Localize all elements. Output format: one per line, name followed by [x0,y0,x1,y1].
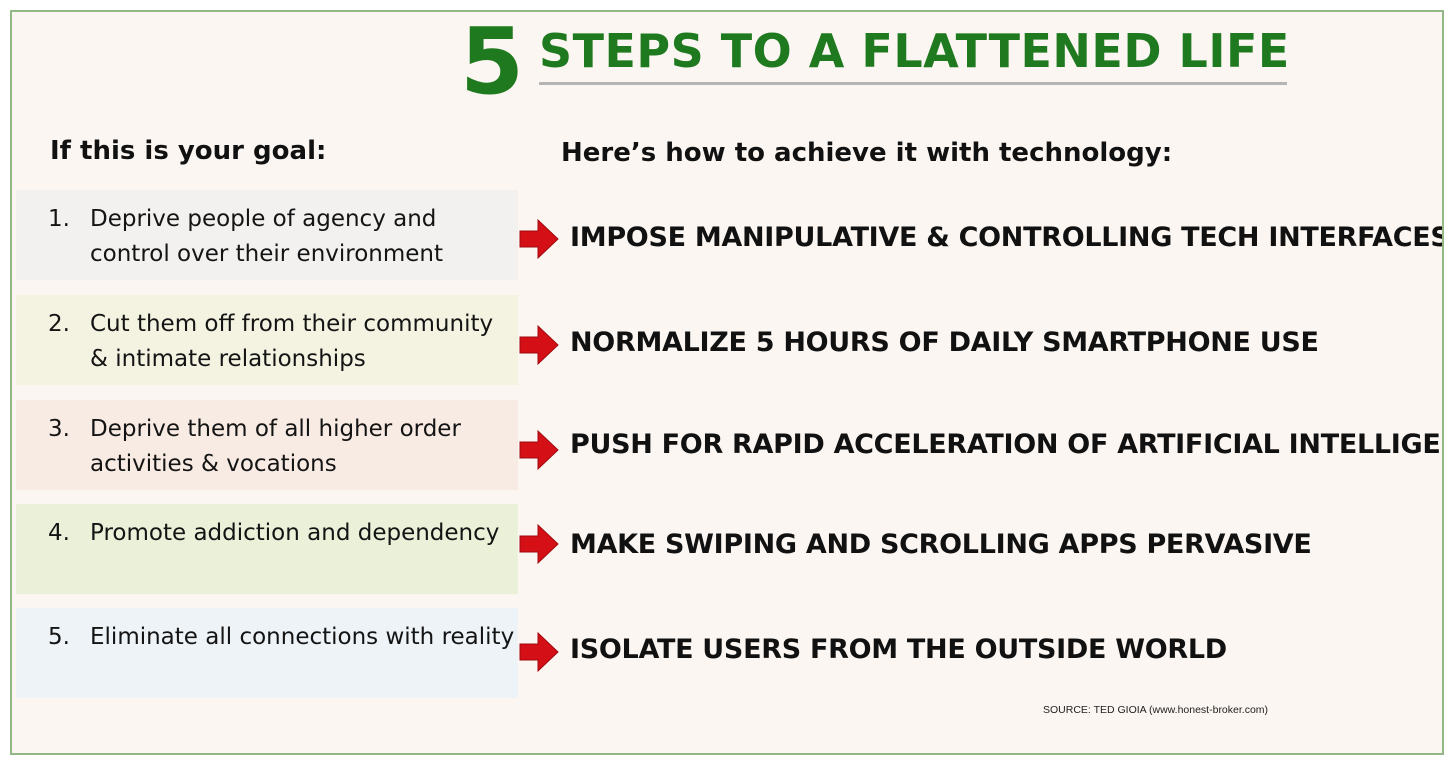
title-number: 5 [460,10,525,115]
goal-number-5: 5. [48,624,70,650]
right-arrow-icon [519,523,559,565]
action-text-2: NORMALIZE 5 HOURS OF DAILY SMARTPHONE US… [570,327,1319,358]
title-underline [539,82,1287,85]
goal-item-2: 2. Cut them off from their community & i… [16,295,518,385]
goal-number-2: 2. [48,311,70,337]
goal-text-2: Cut them off from their community & inti… [90,311,494,372]
how-column-heading: Here’s how to achieve it with technology… [561,138,1173,168]
action-text-1: IMPOSE MANIPULATIVE & CONTROLLING TECH I… [570,222,1444,253]
goal-item-4: 4. Promote addiction and dependency [16,504,518,594]
goal-text-4: Promote addiction and dependency [90,520,500,546]
action-text-5: ISOLATE USERS FROM THE OUTSIDE WORLD [570,634,1227,665]
goal-text-3: Deprive them of all higher order activit… [90,416,461,477]
right-arrow-icon [519,631,559,673]
goal-number-1: 1. [48,206,70,232]
right-arrow-icon [519,324,559,366]
goal-item-5: 5. Eliminate all connections with realit… [16,608,518,698]
goal-column-heading: If this is your goal: [50,136,327,166]
right-arrow-icon [519,218,559,260]
infographic-frame: 5 STEPS TO A FLATTENED LIFE If this is y… [10,10,1444,755]
goal-number-4: 4. [48,520,70,546]
right-arrow-icon [519,429,559,471]
action-text-3: PUSH FOR RAPID ACCELERATION OF ARTIFICIA… [570,429,1444,460]
page-title: STEPS TO A FLATTENED LIFE [539,24,1290,78]
goal-text-1: Deprive people of agency and control ove… [90,206,444,267]
source-credit: SOURCE: TED GIOIA (www.honest-broker.com… [1043,704,1269,716]
action-text-4: MAKE SWIPING AND SCROLLING APPS PERVASIV… [570,529,1312,560]
goal-item-3: 3. Deprive them of all higher order acti… [16,400,518,490]
goal-number-3: 3. [48,416,70,442]
goal-item-1: 1. Deprive people of agency and control … [16,190,518,280]
goal-text-5: Eliminate all connections with reality [90,624,515,650]
